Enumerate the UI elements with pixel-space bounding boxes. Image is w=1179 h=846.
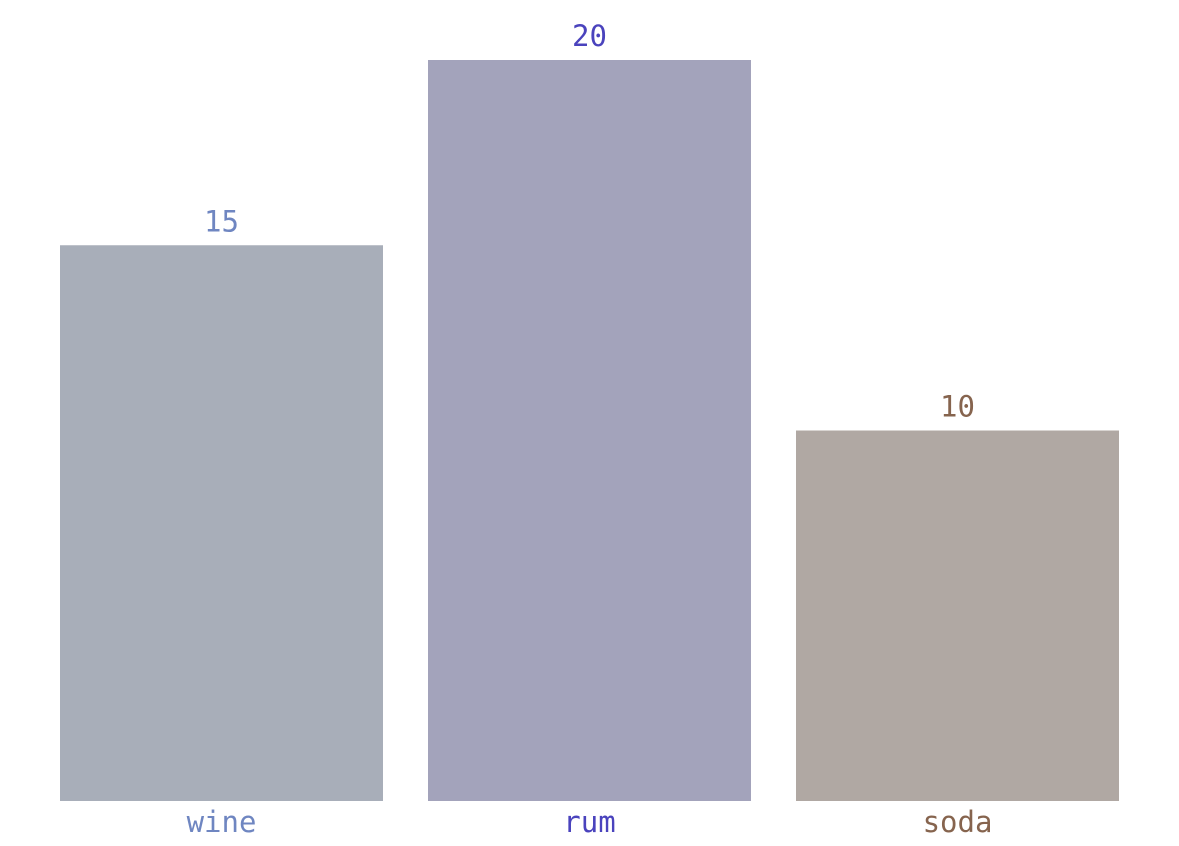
category-label-wine: wine <box>187 805 257 839</box>
bar-rum <box>428 60 751 801</box>
bar-wine <box>60 245 383 801</box>
value-label-rum: 20 <box>572 19 607 53</box>
category-labels-group: wine rum soda <box>187 805 993 839</box>
category-label-rum: rum <box>563 805 615 839</box>
category-label-soda: soda <box>923 805 993 839</box>
bar-soda <box>796 430 1119 801</box>
value-label-wine: 15 <box>204 204 239 238</box>
value-label-soda: 10 <box>940 390 975 424</box>
bars-group <box>60 60 1119 801</box>
value-labels-group: 15 20 10 <box>204 19 975 424</box>
